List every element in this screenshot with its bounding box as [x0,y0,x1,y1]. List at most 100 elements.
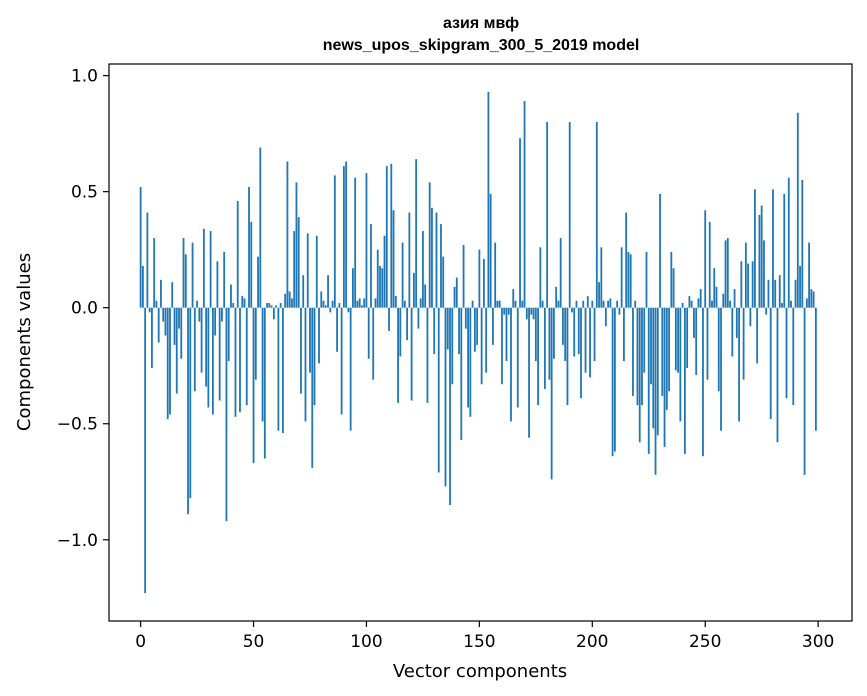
bar-267 [742,307,745,380]
bar-296 [808,242,810,308]
bar-246 [695,307,698,375]
bar-117 [403,300,406,308]
bar-6 [153,238,156,308]
bar-194 [577,307,580,355]
bar-14 [171,282,174,308]
bar-272 [753,189,756,308]
bar-280 [772,189,774,308]
bar-180 [546,122,549,308]
bar-71 [300,307,302,394]
bar-291 [796,112,799,308]
bar-114 [397,307,399,403]
bar-9 [160,279,162,308]
bar-156 [492,307,494,345]
bar-49 [250,221,253,308]
bar-67 [291,298,293,308]
bar-112 [392,210,395,308]
bar-74 [306,233,309,308]
bars-group [139,91,817,594]
bar-185 [557,300,560,308]
bar-230 [659,193,661,308]
bar-254 [713,268,716,308]
bar-225 [647,307,650,454]
bar-288 [790,300,792,308]
bar-72 [302,275,305,308]
bar-81 [322,300,325,308]
bar-223 [643,307,646,373]
bar-237 [674,307,677,371]
bar-150 [478,249,481,308]
bar-262 [731,307,734,357]
bar-299 [814,307,817,431]
bar-123 [417,307,420,329]
bar-2 [144,307,147,594]
bar-221 [638,307,641,443]
bar-132 [437,307,440,473]
bar-218 [632,307,634,396]
y-axis-label: Components values [14,253,35,431]
bar-148 [473,307,476,352]
bar-65 [286,161,289,308]
bar-135 [444,307,447,487]
bar-242 [686,307,689,369]
bar-199 [589,307,591,378]
bar-220 [636,307,639,406]
bar-124 [419,298,422,308]
bar-13 [169,307,171,415]
bar-238 [677,307,680,373]
bar-170 [523,101,526,308]
bar-184 [555,286,558,308]
bar-98 [361,305,363,308]
bar-122 [415,159,418,308]
bar-42 [234,307,237,417]
bar-107 [381,268,384,308]
bar-78 [315,235,318,308]
bar-189 [566,307,569,406]
bar-249 [702,307,704,457]
y-tick-label: 1.0 [71,67,98,87]
bar-190 [568,122,571,308]
bar-174 [532,307,535,320]
bar-233 [665,307,668,410]
bar-137 [449,307,451,505]
bar-243 [688,296,691,308]
bar-245 [693,307,695,338]
bar-285 [783,193,786,308]
bar-270 [749,307,752,327]
bar-116 [401,242,404,308]
bar-0 [139,187,142,308]
bar-63 [281,307,284,434]
bar-163 [507,307,510,315]
bar-8 [157,307,160,343]
bar-244 [690,300,693,308]
bar-247 [697,298,700,308]
bar-198 [586,296,589,308]
bar-197 [584,307,587,373]
bar-95 [354,177,357,308]
bar-297 [810,289,813,308]
bar-18 [180,307,183,359]
bar-103 [372,307,375,380]
bar-33 [214,307,217,336]
bar-294 [803,307,806,475]
x-tick-label: 300 [802,632,834,652]
bar-119 [408,212,411,308]
bar-80 [320,291,323,308]
bar-178 [541,300,544,308]
bar-68 [293,231,296,308]
bar-11 [164,307,167,336]
bar-255 [715,286,718,308]
x-tick-label: 200 [576,632,608,652]
bar-126 [424,284,427,308]
bar-160 [501,307,503,385]
bar-88 [338,303,341,308]
bar-50 [252,307,255,464]
bar-166 [514,300,517,308]
bar-86 [333,175,336,308]
plot-frame [108,63,853,622]
bar-182 [550,307,553,480]
bar-205 [602,300,605,308]
bar-17 [178,307,180,329]
bar-191 [571,307,573,313]
bar-22 [189,307,192,498]
